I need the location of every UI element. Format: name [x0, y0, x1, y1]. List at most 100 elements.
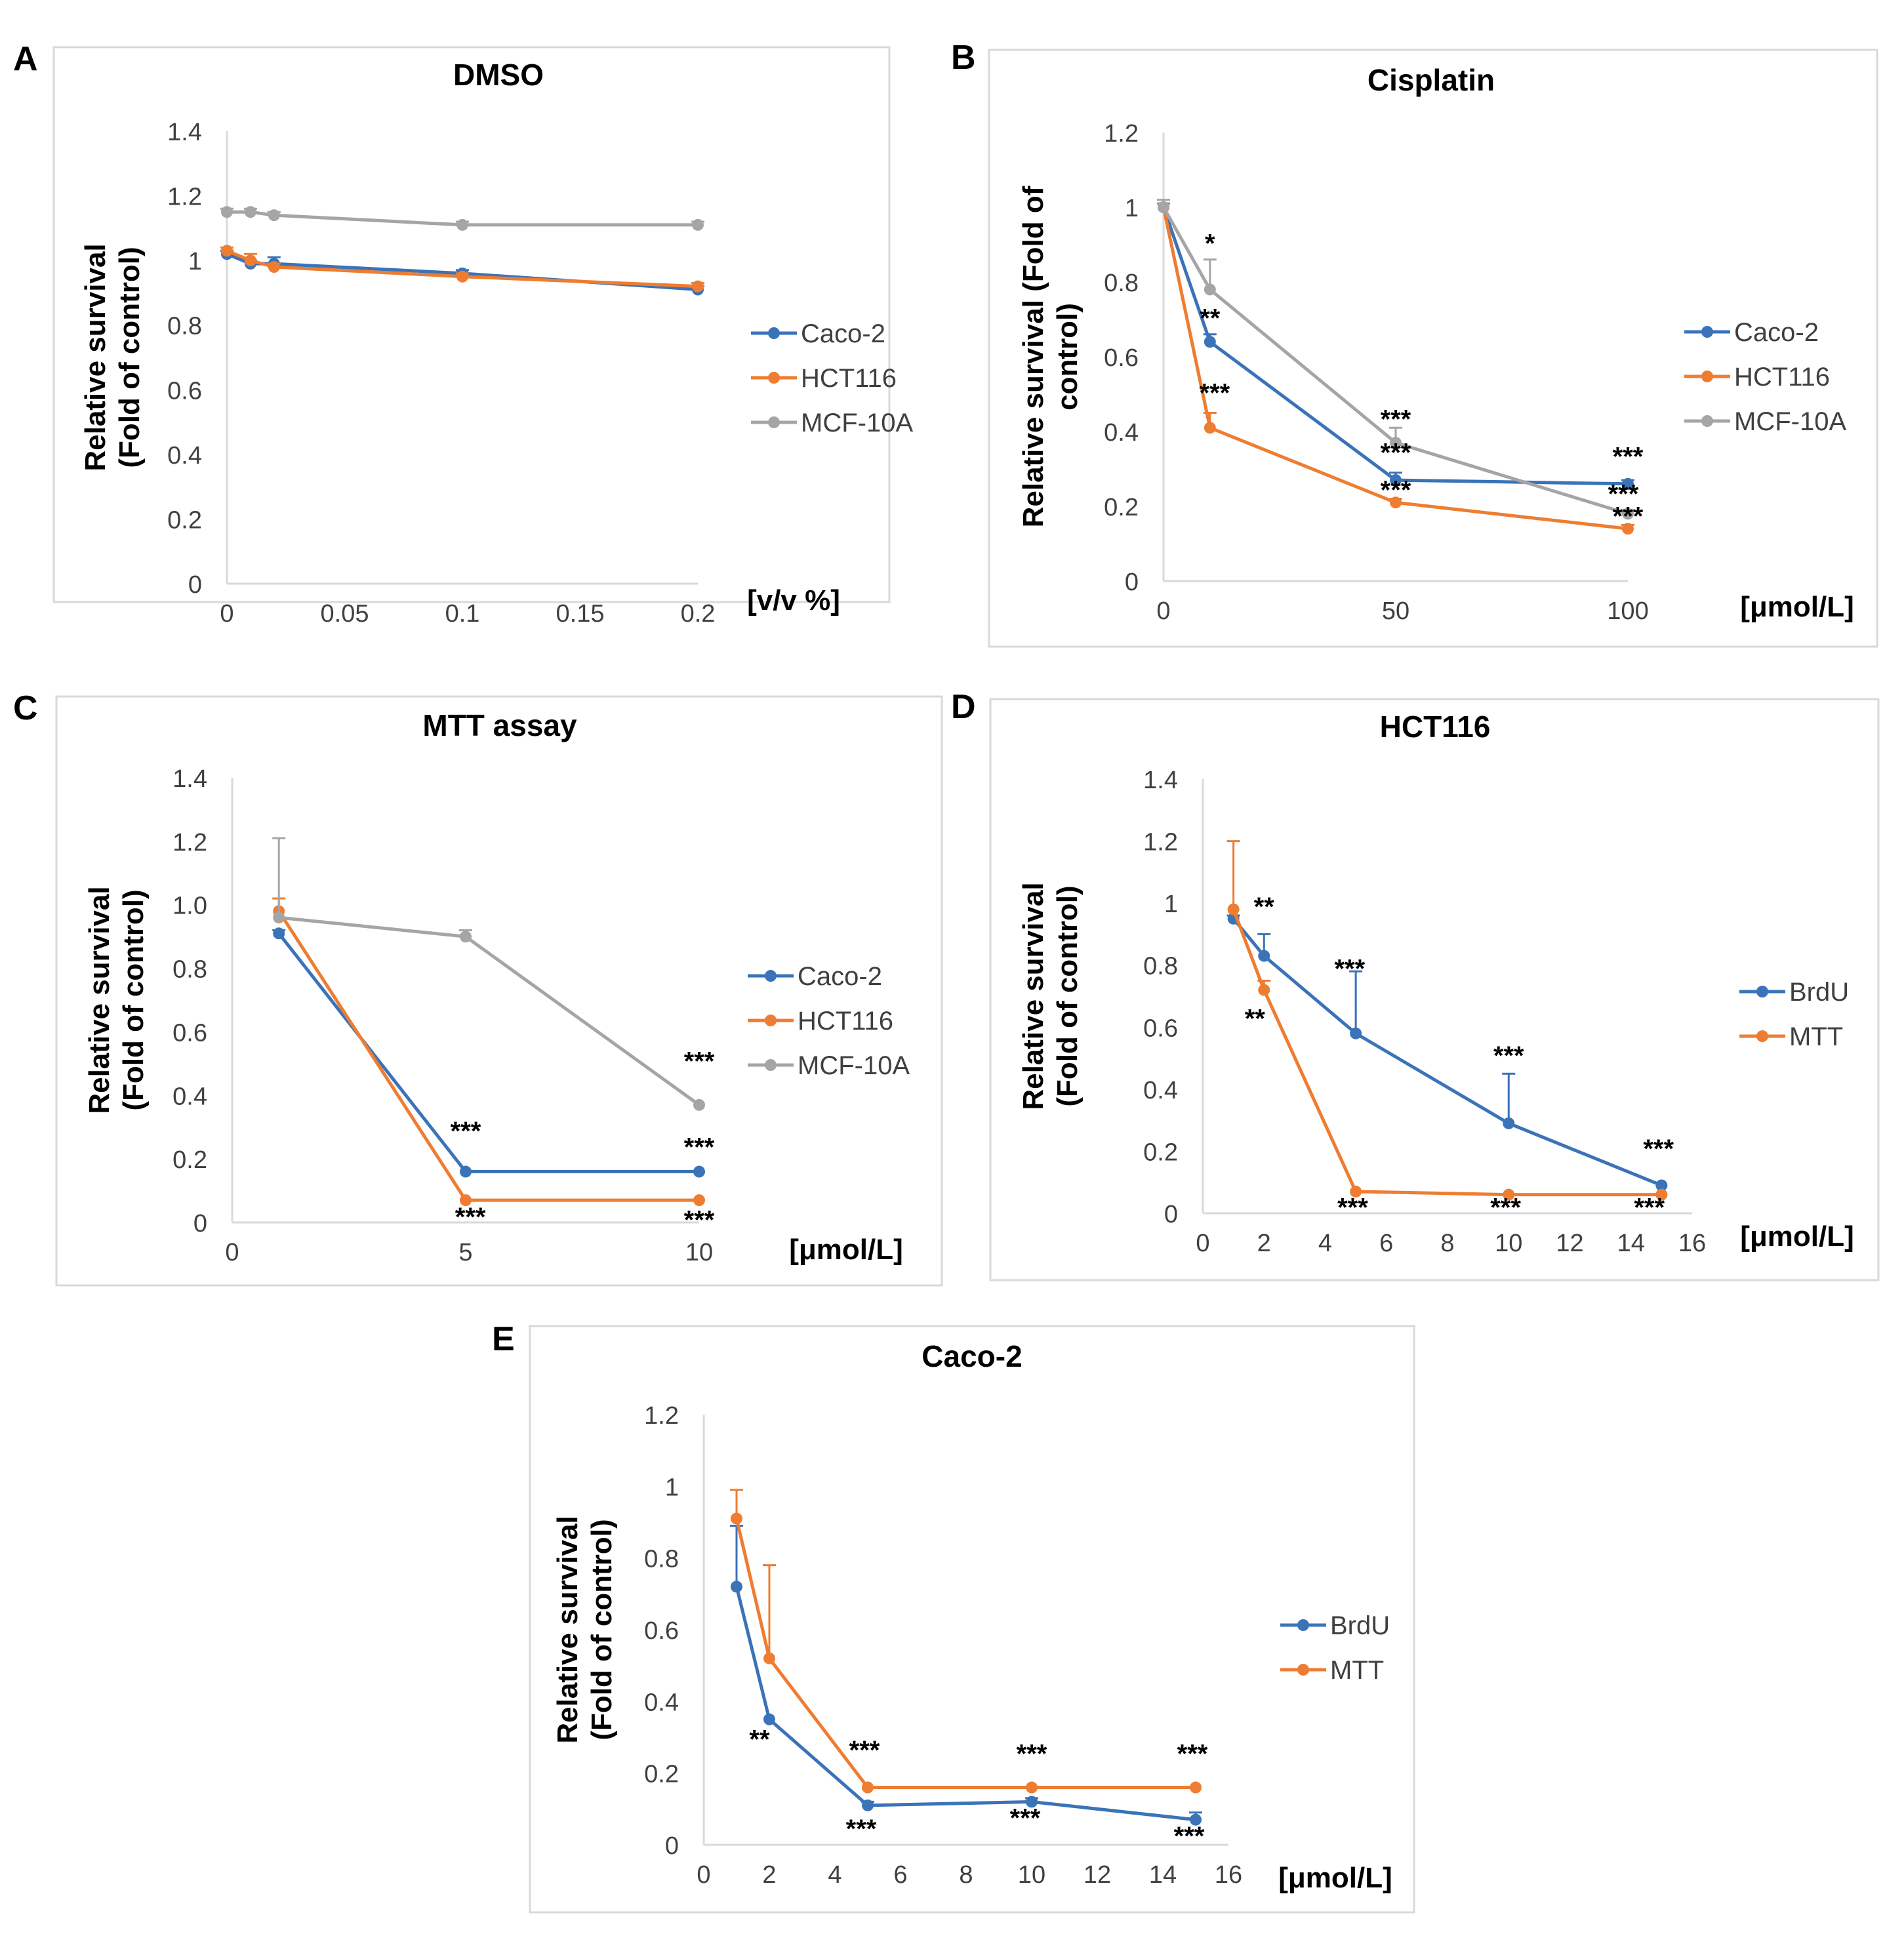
- y-tick-label: 0.8: [644, 1546, 679, 1573]
- legend-swatch-marker: [1297, 1619, 1309, 1631]
- y-tick-label: 0.2: [1104, 494, 1139, 521]
- significance-label: ***: [1334, 955, 1365, 984]
- y-axis-label: Relative survival(Fold of control): [1017, 882, 1084, 1110]
- data-point: [1622, 508, 1634, 520]
- y-tick-label: 1: [1125, 195, 1139, 222]
- y-tick-label: 1.2: [1104, 120, 1139, 148]
- legend-swatch-marker: [765, 970, 777, 982]
- significance-label: ***: [455, 1203, 486, 1232]
- significance-label: ***: [1010, 1804, 1041, 1833]
- panel-letter: A: [13, 40, 38, 78]
- panel-c: C MTT assay 0 0.2 0.4 0.6 0.8 1.0 1.2 1.4 0 5 10 [μmo…: [13, 689, 943, 1287]
- data-point: [1655, 1188, 1668, 1201]
- legend-item: MTT: [1280, 1656, 1384, 1685]
- y-tick-label: 1.0: [172, 893, 207, 920]
- data-point: [273, 912, 285, 924]
- legend-swatch-marker: [1701, 415, 1713, 427]
- legend-label: Caco-2: [1734, 318, 1819, 347]
- significance-label: *: [1205, 229, 1215, 258]
- y-tick-label: 0.6: [1143, 1015, 1178, 1042]
- data-point: [1503, 1117, 1515, 1129]
- panel-b: B Cisplatin 0 0.2 0.4 0.6 0.8 1 1.2 0 50 100 [μmol/L…: [951, 39, 1878, 648]
- y-tick-label: 0.8: [167, 313, 202, 340]
- y-tick-label: 0.8: [1143, 953, 1178, 980]
- data-point: [1503, 1188, 1515, 1201]
- x-tick-label: 14: [1617, 1230, 1645, 1257]
- legend-item: HCT116: [1684, 363, 1830, 392]
- panel-a: A DMSO 0 0.2 0.4 0.6 0.8 1 1.2 1.4 0 0.05 0.1 0.15 0.2…: [13, 40, 913, 628]
- panel-frame: [52, 46, 891, 603]
- x-tick-label: 12: [1556, 1230, 1583, 1257]
- data-point: [1622, 477, 1634, 490]
- data-point: [268, 261, 280, 273]
- significance-label: **: [1245, 1004, 1266, 1033]
- panel-e: E Caco-2 0 0.2 0.4 0.6 0.8 1 1.2 0 2 4 6 8 10 12 14 16 [μm…: [492, 1320, 1415, 1914]
- significance-label: **: [749, 1725, 770, 1754]
- y-axis-label-line: Relative survival (Fold of: [1017, 186, 1049, 527]
- legend-label: MCF-10A: [1734, 407, 1846, 436]
- panel-letter: B: [951, 39, 976, 77]
- x-tick-label: 6: [893, 1861, 907, 1889]
- significance-label: **: [1254, 893, 1275, 921]
- data-point: [862, 1799, 874, 1811]
- chart-title: Cisplatin: [1367, 63, 1495, 97]
- data-point: [456, 218, 468, 231]
- y-tick-label: 0: [665, 1832, 679, 1860]
- significance-label: ***: [1634, 1194, 1665, 1222]
- legend-label: BrdU: [1330, 1611, 1390, 1640]
- series-hct116: [220, 245, 704, 292]
- data-point: [1390, 496, 1402, 509]
- y-tick-label: 1.4: [1143, 767, 1178, 794]
- significance-label: ***: [1017, 1739, 1047, 1768]
- data-point: [1204, 283, 1216, 296]
- panel-frame: [988, 49, 1878, 648]
- significance-label: ***: [1613, 442, 1644, 471]
- panel-frame: [55, 695, 943, 1287]
- x-tick-label: 10: [1495, 1230, 1522, 1257]
- y-axis-label-line: (Fold of control): [113, 247, 146, 468]
- data-point: [1622, 523, 1634, 535]
- x-tick-label: 8: [959, 1861, 973, 1889]
- data-point: [244, 254, 256, 267]
- significance-label: **: [1200, 304, 1221, 332]
- y-axis-label: Relative survival(Fold of control): [79, 243, 146, 471]
- significance-label: ***: [1490, 1194, 1521, 1222]
- panel-d: D HCT116 0 0.2 0.4 0.6 0.8 1 1.2 1.4 0 2 4 6 8 10 12 14 16…: [951, 688, 1880, 1281]
- x-tick-label: 0: [1196, 1230, 1209, 1257]
- significance-label: ***: [1381, 405, 1411, 433]
- x-tick-label: 8: [1440, 1230, 1454, 1257]
- panel-letter: D: [951, 688, 976, 726]
- legend-item: MCF-10A: [1684, 407, 1846, 436]
- legend-swatch-marker: [1297, 1664, 1309, 1676]
- y-tick-label: 0.6: [644, 1617, 679, 1645]
- data-point: [1350, 1027, 1362, 1039]
- x-axis-label: [μmol/L]: [1740, 1220, 1854, 1253]
- data-point: [763, 1652, 775, 1664]
- chart-title: MTT assay: [422, 708, 577, 742]
- data-point: [460, 1194, 472, 1207]
- x-tick-label: 5: [458, 1239, 472, 1266]
- significance-label: ***: [684, 1047, 715, 1076]
- data-point: [1655, 1179, 1668, 1192]
- y-tick-label: 0.4: [1143, 1077, 1178, 1104]
- x-tick-label: 0.15: [556, 600, 605, 628]
- x-tick-label: 0.05: [321, 600, 369, 628]
- y-tick-label: 1.2: [167, 184, 202, 211]
- y-tick-label: 1.2: [172, 829, 207, 856]
- y-tick-label: 0: [1125, 569, 1139, 596]
- y-tick-label: 1.4: [167, 119, 202, 146]
- y-tick-label: 1.2: [644, 1402, 679, 1430]
- significance-label: ***: [1608, 479, 1639, 508]
- y-tick-label: 1.4: [172, 765, 207, 793]
- significance-label: ***: [1493, 1041, 1524, 1070]
- y-axis-label-line: (Fold of control): [117, 889, 150, 1110]
- y-tick-label: 0: [188, 571, 202, 599]
- legend-item: MCF-10A: [748, 1051, 910, 1080]
- legend-swatch-marker: [768, 416, 780, 428]
- legend-swatch-marker: [768, 372, 780, 384]
- series-mcf-10a: [1157, 199, 1634, 520]
- legend-item: HCT116: [751, 364, 897, 393]
- legend-item: Caco-2: [751, 319, 885, 348]
- y-axis-label-line: Relative survival: [83, 886, 115, 1114]
